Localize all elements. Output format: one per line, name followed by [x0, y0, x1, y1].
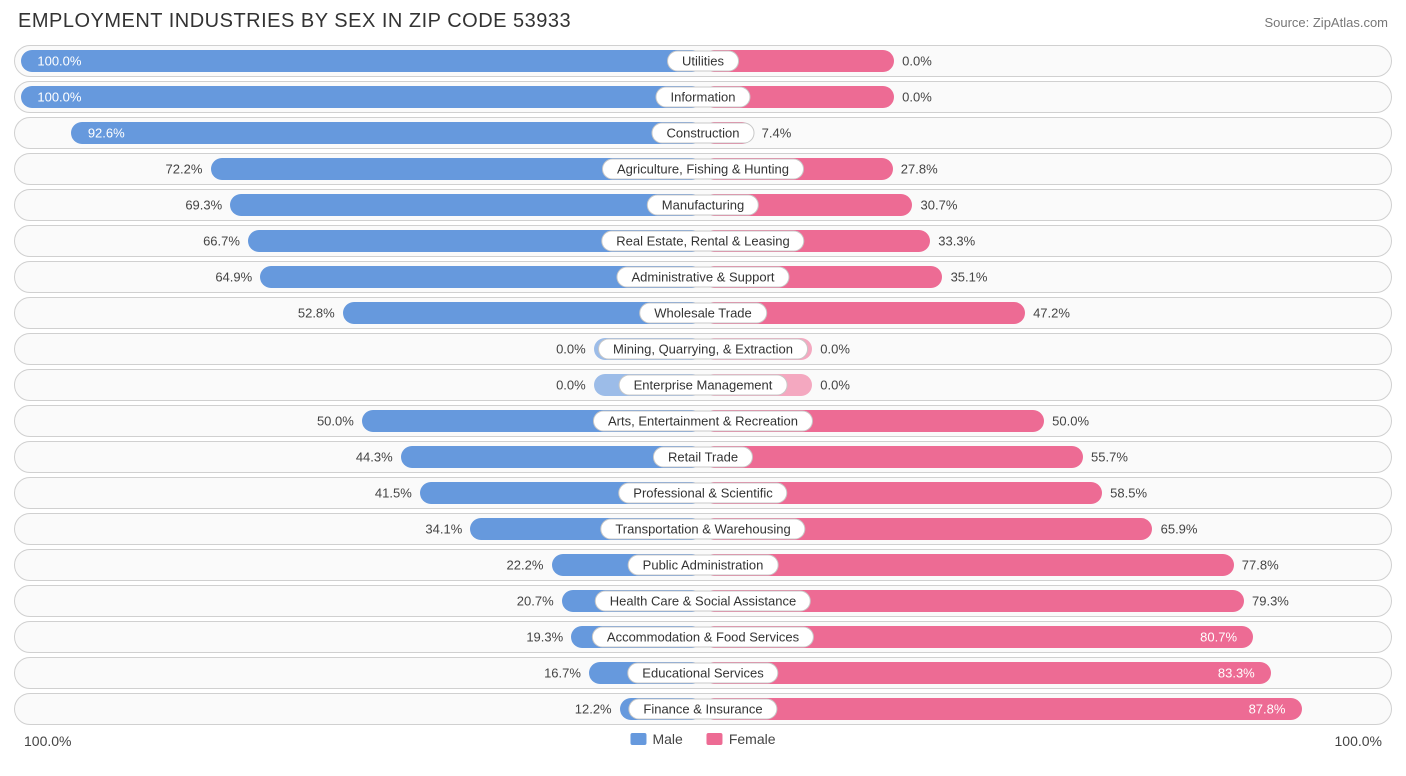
male-pct: 64.9%: [215, 270, 252, 285]
legend-female: Female: [707, 731, 776, 747]
chart-row: 0.0% 0.0% Mining, Quarrying, & Extraction: [14, 333, 1392, 365]
female-pct: 79.3%: [1252, 594, 1289, 609]
chart-row: 100.0% 0.0% Utilities: [14, 45, 1392, 77]
category-label: Real Estate, Rental & Leasing: [601, 231, 804, 252]
chart-row: 41.5% 58.5% Professional & Scientific: [14, 477, 1392, 509]
male-pct: 50.0%: [317, 414, 354, 429]
category-label: Administrative & Support: [616, 267, 789, 288]
category-label: Information: [655, 87, 750, 108]
axis-left-label: 100.0%: [24, 733, 71, 749]
male-pct: 19.3%: [526, 630, 563, 645]
category-label: Transportation & Warehousing: [600, 519, 805, 540]
female-pct: 83.3%: [1218, 666, 1255, 681]
female-pct: 33.3%: [938, 234, 975, 249]
female-pct: 7.4%: [762, 126, 792, 141]
female-bar: [703, 554, 1234, 576]
female-bar: [703, 698, 1302, 720]
category-label: Accommodation & Food Services: [592, 627, 814, 648]
axis-right-label: 100.0%: [1335, 733, 1382, 749]
female-pct: 87.8%: [1249, 702, 1286, 717]
category-label: Educational Services: [627, 663, 778, 684]
category-label: Utilities: [667, 51, 739, 72]
chart-footer: 100.0% Male Female 100.0%: [14, 731, 1392, 755]
male-bar: [21, 86, 703, 108]
female-pct: 65.9%: [1161, 522, 1198, 537]
category-label: Construction: [652, 123, 755, 144]
chart-row: 66.7% 33.3% Real Estate, Rental & Leasing: [14, 225, 1392, 257]
male-pct: 52.8%: [298, 306, 335, 321]
category-label: Wholesale Trade: [639, 303, 767, 324]
chart-row: 34.1% 65.9% Transportation & Warehousing: [14, 513, 1392, 545]
female-pct: 0.0%: [820, 378, 850, 393]
female-bar: [703, 662, 1271, 684]
male-pct: 12.2%: [575, 702, 612, 717]
female-pct: 58.5%: [1110, 486, 1147, 501]
chart-row: 19.3% 80.7% Accommodation & Food Services: [14, 621, 1392, 653]
female-pct: 30.7%: [921, 198, 958, 213]
female-pct: 27.8%: [901, 162, 938, 177]
female-pct: 55.7%: [1091, 450, 1128, 465]
chart-source: Source: ZipAtlas.com: [1264, 15, 1388, 30]
chart-rows: 100.0% 0.0% Utilities 100.0% 0.0% Information…: [14, 45, 1392, 725]
male-pct: 20.7%: [517, 594, 554, 609]
category-label: Public Administration: [628, 555, 779, 576]
female-pct: 47.2%: [1033, 306, 1070, 321]
category-label: Arts, Entertainment & Recreation: [593, 411, 813, 432]
male-pct: 69.3%: [185, 198, 222, 213]
chart-row: 20.7% 79.3% Health Care & Social Assistanc…: [14, 585, 1392, 617]
chart-title: EMPLOYMENT INDUSTRIES BY SEX IN ZIP CODE…: [18, 10, 571, 33]
category-label: Manufacturing: [647, 195, 759, 216]
male-swatch: [630, 733, 646, 745]
chart-row: 64.9% 35.1% Administrative & Support: [14, 261, 1392, 293]
category-label: Agriculture, Fishing & Hunting: [602, 159, 804, 180]
legend-male: Male: [630, 731, 682, 747]
male-pct: 100.0%: [37, 90, 81, 105]
female-pct: 80.7%: [1200, 630, 1237, 645]
female-pct: 50.0%: [1052, 414, 1089, 429]
chart-row: 50.0% 50.0% Arts, Entertainment & Recreati…: [14, 405, 1392, 437]
chart-row: 16.7% 83.3% Educational Services: [14, 657, 1392, 689]
chart-row: 22.2% 77.8% Public Administration: [14, 549, 1392, 581]
category-label: Enterprise Management: [619, 375, 788, 396]
chart-row: 100.0% 0.0% Information: [14, 81, 1392, 113]
female-pct: 35.1%: [951, 270, 988, 285]
male-bar: [71, 122, 703, 144]
male-pct: 0.0%: [556, 342, 586, 357]
female-pct: 0.0%: [902, 90, 932, 105]
male-pct: 92.6%: [88, 126, 125, 141]
female-pct: 0.0%: [820, 342, 850, 357]
legend: Male Female: [630, 731, 775, 747]
chart-row: 0.0% 0.0% Enterprise Management: [14, 369, 1392, 401]
male-pct: 22.2%: [507, 558, 544, 573]
chart-row: 69.3% 30.7% Manufacturing: [14, 189, 1392, 221]
male-pct: 100.0%: [37, 54, 81, 69]
female-bar: [703, 446, 1083, 468]
male-pct: 0.0%: [556, 378, 586, 393]
legend-male-label: Male: [652, 731, 682, 747]
female-swatch: [707, 733, 723, 745]
male-pct: 16.7%: [544, 666, 581, 681]
chart-header: EMPLOYMENT INDUSTRIES BY SEX IN ZIP CODE…: [14, 10, 1392, 33]
category-label: Health Care & Social Assistance: [595, 591, 811, 612]
male-bar: [21, 50, 703, 72]
chart-row: 44.3% 55.7% Retail Trade: [14, 441, 1392, 473]
legend-female-label: Female: [729, 731, 776, 747]
male-pct: 34.1%: [425, 522, 462, 537]
male-pct: 41.5%: [375, 486, 412, 501]
female-pct: 77.8%: [1242, 558, 1279, 573]
female-pct: 0.0%: [902, 54, 932, 69]
male-bar: [230, 194, 703, 216]
male-pct: 66.7%: [203, 234, 240, 249]
male-pct: 72.2%: [166, 162, 203, 177]
category-label: Finance & Insurance: [628, 699, 777, 720]
category-label: Retail Trade: [653, 447, 753, 468]
chart-row: 92.6% 7.4% Construction: [14, 117, 1392, 149]
chart-row: 52.8% 47.2% Wholesale Trade: [14, 297, 1392, 329]
chart-row: 72.2% 27.8% Agriculture, Fishing & Hunting: [14, 153, 1392, 185]
chart-row: 12.2% 87.8% Finance & Insurance: [14, 693, 1392, 725]
male-pct: 44.3%: [356, 450, 393, 465]
category-label: Mining, Quarrying, & Extraction: [598, 339, 808, 360]
category-label: Professional & Scientific: [618, 483, 787, 504]
